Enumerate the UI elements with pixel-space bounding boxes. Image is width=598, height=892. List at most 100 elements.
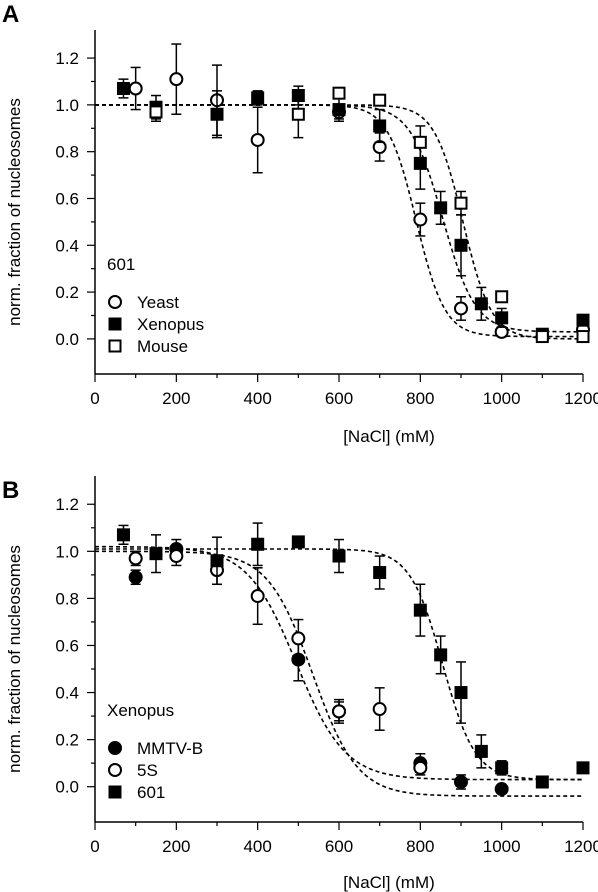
y-tick-label: 0.8 (55, 589, 79, 608)
data-point-xenopus (454, 238, 468, 252)
data-point-5s (169, 549, 184, 564)
data-point-601 (454, 686, 468, 700)
legend-marker-xenopus (108, 317, 122, 331)
legend-label-yeast: Yeast (137, 293, 179, 312)
panel-label: B (2, 477, 19, 504)
data-point-mouse (332, 86, 346, 100)
x-tick-label: 200 (162, 837, 190, 856)
data-point-5s (332, 704, 346, 719)
y-tick-label: 1.2 (55, 49, 79, 68)
data-point-mouse (149, 105, 163, 119)
y-tick-label: 0.2 (55, 283, 79, 302)
x-tick-label: 0 (90, 389, 99, 408)
legend-label-601: 601 (137, 783, 165, 802)
x-tick-label: 1000 (483, 389, 521, 408)
legend-marker-yeast (108, 295, 122, 309)
x-tick-label: 600 (325, 837, 353, 856)
data-point-xenopus (210, 107, 224, 121)
data-point-601 (149, 547, 163, 561)
x-tick-label: 600 (325, 389, 353, 408)
x-tick-label: 400 (243, 837, 271, 856)
y-tick-label: 1.0 (55, 542, 79, 561)
legend-label-5s: 5S (137, 761, 158, 780)
data-point-5s (372, 702, 387, 717)
x-tick-label: 400 (243, 389, 271, 408)
data-point-yeast (413, 212, 428, 227)
legend-marker-mmtv-b (108, 741, 122, 755)
data-point-mmtv-b (454, 774, 468, 789)
data-point-mmtv-b (128, 570, 143, 585)
data-point-xenopus (332, 103, 346, 117)
data-point-xenopus (373, 119, 387, 133)
y-tick-label: 0.2 (55, 731, 79, 750)
data-point-mouse (495, 290, 509, 304)
y-tick-label: 0.8 (55, 143, 79, 162)
data-point-601 (495, 761, 509, 775)
data-point-5s (291, 631, 306, 646)
data-point-5s (250, 589, 265, 604)
data-point-601 (576, 761, 590, 775)
data-point-601 (251, 537, 265, 551)
data-point-xenopus (434, 201, 448, 215)
data-point-601 (210, 554, 224, 568)
fit-curve-5s (95, 545, 583, 781)
chart-panel-a: A 0 200 400 600 800 1000 1200 0.0 0.2 0.4 0.6 0.8 1.0… (2, 1, 598, 446)
legend-title: Xenopus (107, 701, 174, 720)
data-point-xenopus (116, 82, 130, 96)
y-tick-label: 0.6 (55, 189, 79, 208)
data-point-mmtv-b (494, 782, 509, 797)
x-tick-label: 0 (90, 837, 99, 856)
data-point-yeast (169, 72, 184, 87)
y-tick-label: 0.6 (55, 636, 79, 655)
data-point-xenopus (474, 297, 488, 311)
y-tick-label: 0.4 (55, 684, 79, 703)
data-point-mouse (535, 330, 549, 344)
data-point-yeast (454, 301, 468, 316)
x-tick-label: 800 (406, 837, 434, 856)
y-axis-title: norm. fraction of nucleosomes (5, 545, 24, 773)
legend-label-xenopus: Xenopus (137, 315, 204, 334)
data-point-mouse (576, 330, 590, 344)
y-axis-title: norm. fraction of nucleosomes (5, 98, 24, 326)
x-tick-label: 800 (406, 389, 434, 408)
legend-marker-601 (108, 785, 122, 799)
data-point-601 (291, 535, 305, 549)
data-point-mouse (413, 135, 427, 149)
data-point-mouse (291, 107, 305, 121)
data-point-mouse (373, 93, 387, 107)
x-axis-title: [NaCl] (mM) (343, 873, 435, 892)
legend-label-mouse: Mouse (137, 337, 188, 356)
y-tick-label: 0.0 (55, 778, 79, 797)
data-point-xenopus (576, 313, 590, 327)
x-tick-label: 1000 (483, 837, 521, 856)
legend-title: 601 (107, 255, 135, 274)
data-point-601 (116, 528, 130, 542)
x-tick-label: 200 (162, 389, 190, 408)
fit-curve-mmtv-b (95, 550, 583, 797)
y-tick-label: 1.2 (55, 495, 79, 514)
x-axis-title: [NaCl] (mM) (343, 427, 435, 446)
data-point-601 (535, 775, 549, 789)
data-point-5s (413, 760, 428, 775)
data-point-601 (474, 744, 488, 758)
data-point-yeast (128, 81, 143, 96)
data-point-yeast (250, 132, 265, 147)
x-tick-label: 1200 (564, 837, 598, 856)
data-point-601 (413, 603, 427, 617)
y-tick-label: 0.0 (55, 330, 79, 349)
data-point-xenopus (413, 156, 427, 170)
data-point-601 (332, 549, 346, 563)
data-point-5s (128, 551, 143, 566)
legend-marker-5s (108, 763, 122, 777)
data-point-601 (373, 566, 387, 580)
chart-panel-b: B 0 200 400 600 800 1000 1200 0.0 0.2 0.4 0.6 0.8 1.0… (2, 476, 598, 892)
legend-label-mmtv-b: MMTV-B (137, 739, 203, 758)
data-point-601 (434, 648, 448, 662)
panel-label: A (2, 1, 19, 28)
x-tick-label: 1200 (564, 389, 598, 408)
data-point-mouse (454, 196, 468, 210)
y-tick-label: 0.4 (55, 236, 79, 255)
data-point-xenopus (495, 311, 509, 325)
legend-marker-mouse (108, 339, 122, 353)
